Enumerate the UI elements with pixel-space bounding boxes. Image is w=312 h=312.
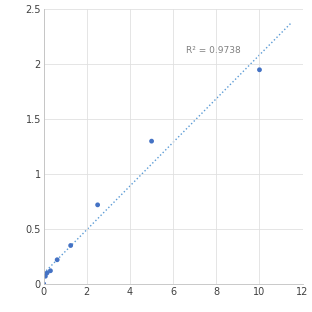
Point <box>95 202 100 207</box>
Text: R² = 0.9738: R² = 0.9738 <box>186 46 241 55</box>
Point <box>41 281 46 286</box>
Point <box>48 268 53 273</box>
Point <box>149 139 154 144</box>
Point <box>45 271 50 275</box>
Point <box>55 257 60 262</box>
Point <box>43 274 48 279</box>
Point <box>68 243 73 248</box>
Point <box>257 67 262 72</box>
